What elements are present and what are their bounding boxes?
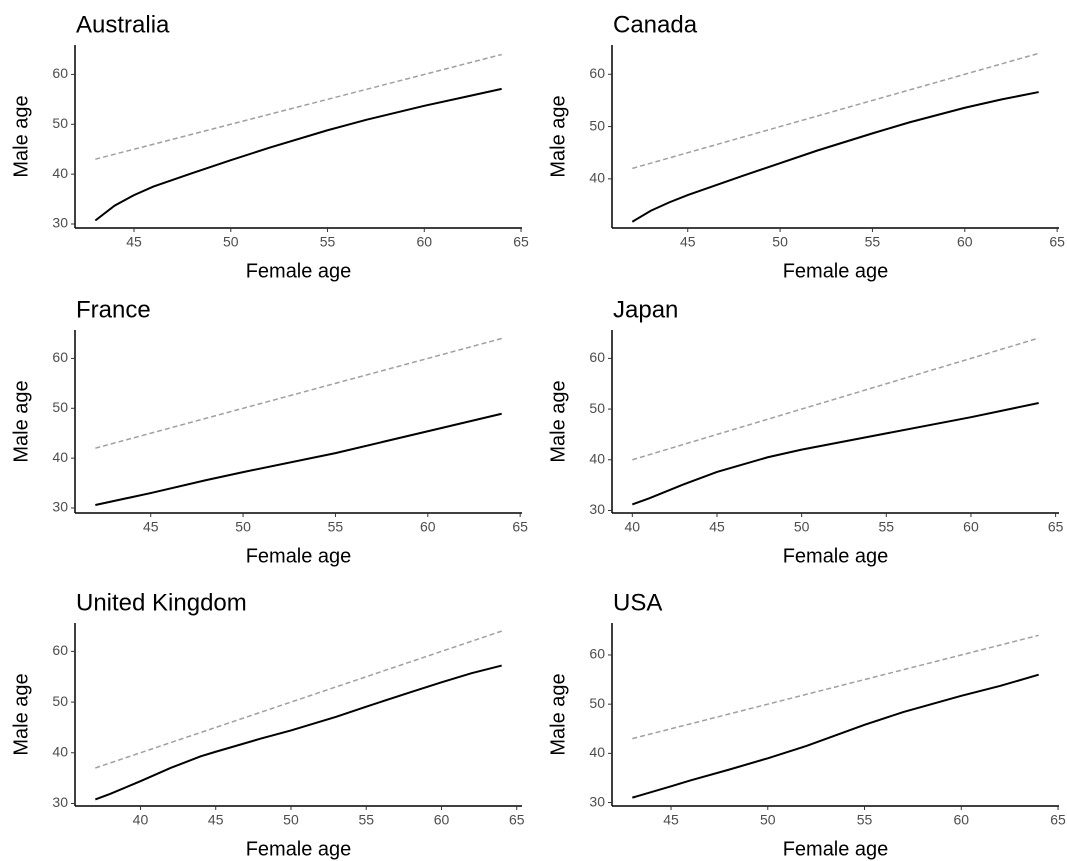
x-tick-label: 45 xyxy=(663,812,679,828)
x-tick-label: 45 xyxy=(709,519,725,535)
data-line xyxy=(95,412,502,506)
x-tick-label: 50 xyxy=(772,234,788,250)
y-tick-label: 30 xyxy=(589,793,605,809)
x-tick-label: 60 xyxy=(420,519,436,535)
x-tick-label: 50 xyxy=(760,812,776,828)
x-tick-label: 60 xyxy=(963,519,979,535)
data-line xyxy=(94,87,502,222)
reference-line xyxy=(95,630,502,769)
y-tick-label: 40 xyxy=(589,170,605,186)
panel: USA 30 40 50 60 45 50 55 60 65 Female age Male age xyxy=(547,589,1066,860)
reference-line xyxy=(632,52,1039,170)
y-tick-label: 50 xyxy=(52,693,68,709)
panel-title: Canada xyxy=(613,11,698,38)
x-tick-label: 50 xyxy=(794,519,810,535)
x-tick-label: 40 xyxy=(625,519,641,535)
data-line xyxy=(94,664,502,801)
x-tick-label: 55 xyxy=(328,519,344,535)
x-tick-label: 60 xyxy=(434,812,450,828)
x-tick-label: 55 xyxy=(879,519,895,535)
data-line xyxy=(631,402,1039,506)
y-tick-label: 60 xyxy=(52,349,68,365)
y-tick-label: 40 xyxy=(52,165,68,181)
x-tick-label: 65 xyxy=(1050,812,1066,828)
x-tick-label: 55 xyxy=(865,234,881,250)
y-tick-label: 50 xyxy=(589,695,605,711)
panel: Canada 40 50 60 45 50 55 60 65 Female age Male age xyxy=(547,11,1065,282)
y-tick-label: 60 xyxy=(589,646,605,662)
x-tick-label: 65 xyxy=(1048,519,1064,535)
x-axis-label: Female age xyxy=(246,260,352,282)
x-tick-label: 50 xyxy=(283,812,299,828)
x-axis-label: Female age xyxy=(246,545,352,567)
x-tick-label: 60 xyxy=(957,234,973,250)
panel-title: United Kingdom xyxy=(76,589,247,616)
y-tick-label: 40 xyxy=(52,449,68,465)
panel-title: France xyxy=(76,296,151,323)
x-tick-label: 55 xyxy=(857,812,873,828)
y-tick-label: 40 xyxy=(589,450,605,466)
x-tick-label: 55 xyxy=(358,812,374,828)
y-axis-label: Male age xyxy=(547,673,569,755)
x-tick-label: 55 xyxy=(320,234,336,250)
y-axis-label: Male age xyxy=(10,380,32,462)
reference-line xyxy=(632,634,1039,740)
x-axis-label: Female age xyxy=(246,838,352,860)
x-tick-label: 65 xyxy=(512,519,528,535)
y-tick-label: 50 xyxy=(589,117,605,133)
x-tick-label: 65 xyxy=(513,234,529,250)
y-tick-label: 50 xyxy=(52,399,68,415)
reference-line xyxy=(95,337,502,449)
y-tick-label: 30 xyxy=(52,794,68,810)
x-tick-label: 45 xyxy=(208,812,224,828)
y-tick-label: 40 xyxy=(589,744,605,760)
x-tick-label: 50 xyxy=(223,234,239,250)
y-axis-label: Male age xyxy=(547,380,569,462)
panel: France 30 40 50 60 45 50 55 60 65 Female age Male a… xyxy=(10,296,528,567)
y-tick-label: 60 xyxy=(589,349,605,365)
y-tick-label: 30 xyxy=(52,499,68,515)
x-axis-label: Female age xyxy=(783,545,889,567)
panel-title: Japan xyxy=(613,296,678,323)
x-tick-label: 60 xyxy=(953,812,969,828)
y-tick-label: 50 xyxy=(52,115,68,131)
x-tick-label: 45 xyxy=(680,234,696,250)
y-axis-label: Male age xyxy=(547,95,569,177)
x-tick-label: 65 xyxy=(509,812,525,828)
x-tick-label: 50 xyxy=(235,519,251,535)
y-tick-label: 60 xyxy=(52,65,68,81)
x-axis-label: Female age xyxy=(783,838,889,860)
panel: United Kingdom 30 40 50 60 40 45 50 55 60 65 Female… xyxy=(10,589,524,860)
panel-title: USA xyxy=(613,589,662,616)
reference-line xyxy=(95,53,502,160)
data-line xyxy=(631,91,1039,223)
y-tick-label: 60 xyxy=(589,65,605,81)
panel: Australia 30 40 50 60 45 50 55 60 65 Female age Mal… xyxy=(10,11,529,282)
x-tick-label: 45 xyxy=(143,519,159,535)
x-tick-label: 65 xyxy=(1049,234,1065,250)
x-tick-label: 45 xyxy=(126,234,142,250)
y-axis-label: Male age xyxy=(10,673,32,755)
x-tick-label: 60 xyxy=(416,234,432,250)
y-tick-label: 30 xyxy=(589,501,605,517)
y-tick-label: 60 xyxy=(52,642,68,658)
panel: Japan 30 40 50 60 40 45 50 55 60 65 Female age Male … xyxy=(547,296,1063,567)
y-tick-label: 50 xyxy=(589,400,605,416)
data-line xyxy=(632,673,1039,799)
y-tick-label: 40 xyxy=(52,743,68,759)
panel-title: Australia xyxy=(76,11,170,38)
x-axis-label: Female age xyxy=(783,260,889,282)
reference-line xyxy=(632,337,1039,461)
y-axis-label: Male age xyxy=(10,95,32,177)
x-tick-label: 40 xyxy=(133,812,149,828)
y-tick-label: 30 xyxy=(52,215,68,231)
